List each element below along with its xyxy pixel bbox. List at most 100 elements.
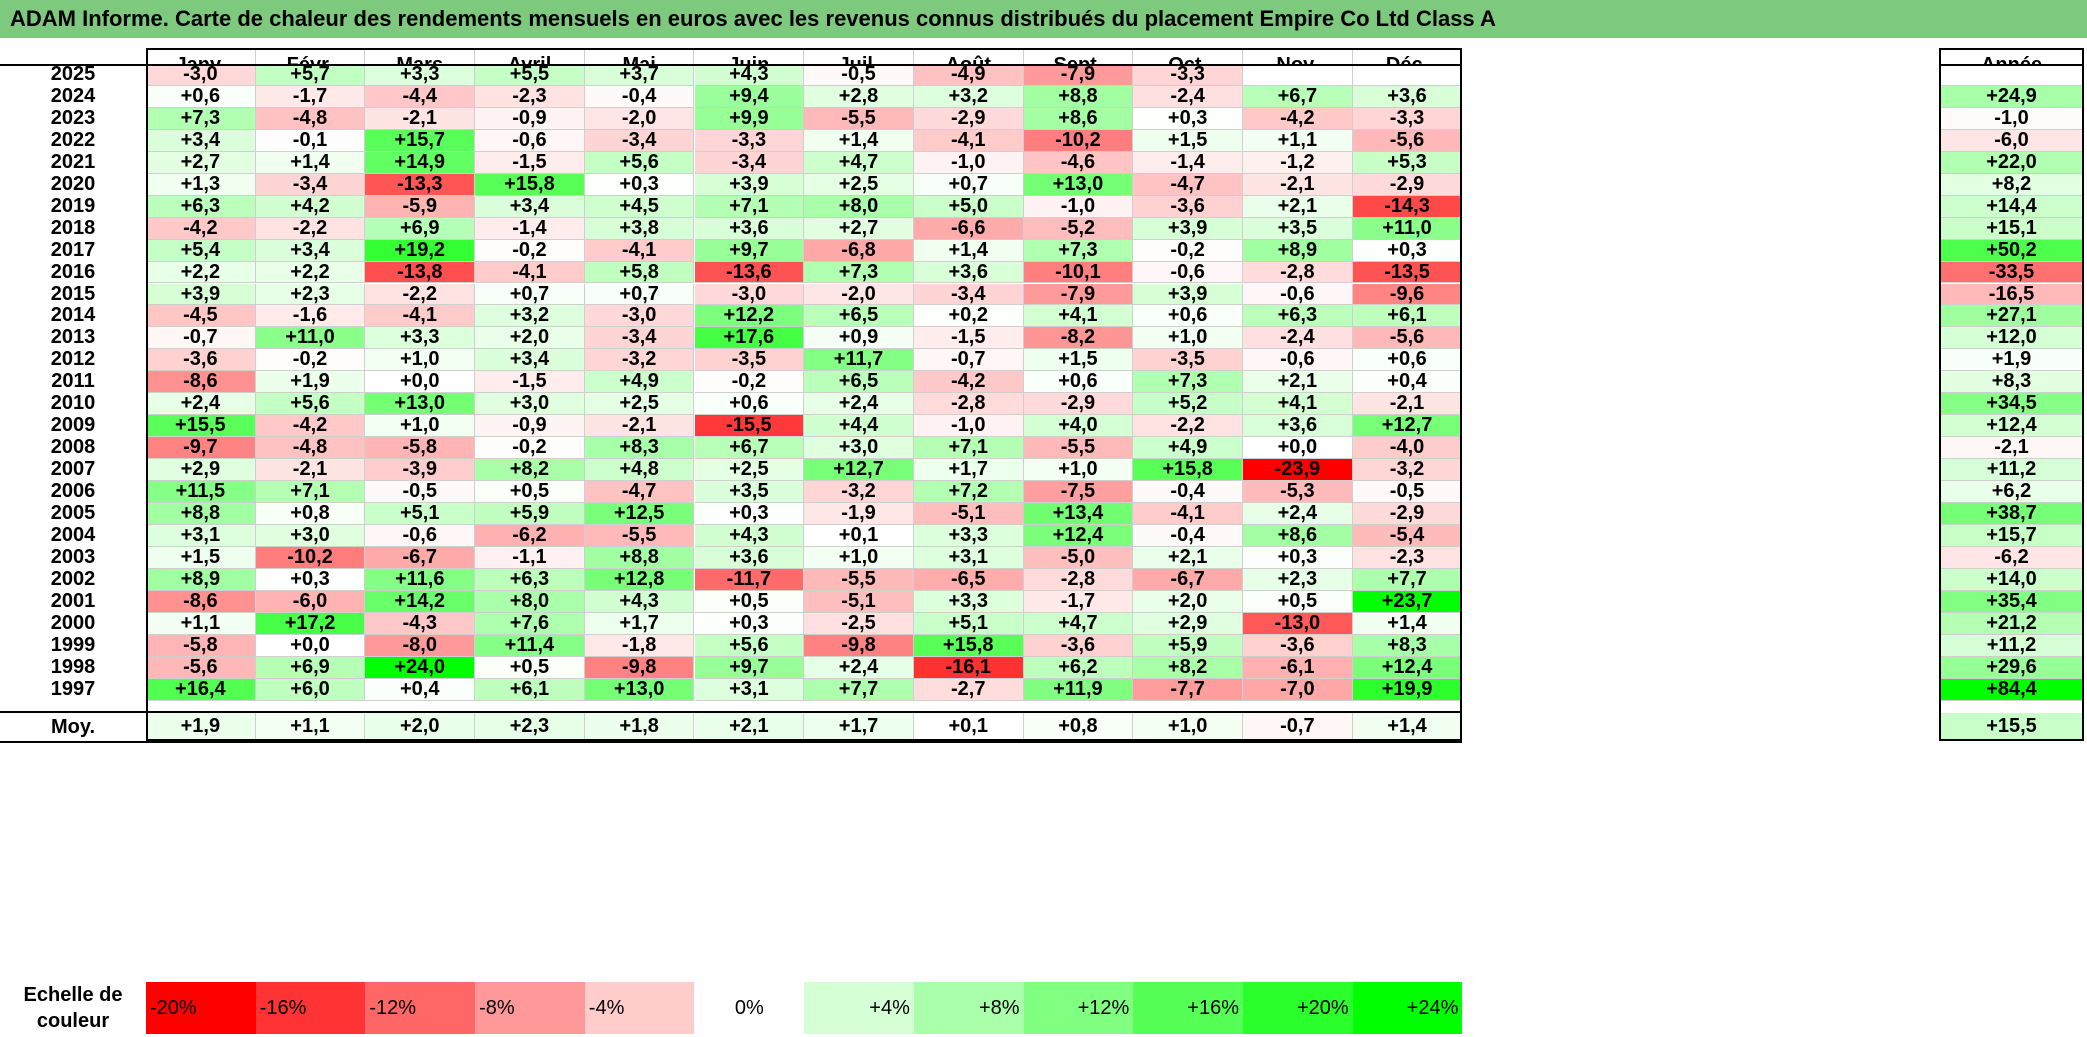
heatmap-cell: +8,8: [146, 503, 256, 525]
heatmap-cell: -2,4: [1243, 327, 1353, 350]
heatmap-cell: -9,7: [146, 437, 256, 460]
heatmap-cell: -2,8: [1023, 568, 1134, 591]
heatmap-cell: -6,6: [913, 217, 1024, 240]
heatmap-cell: +3,2: [475, 305, 585, 328]
heatmap-cell: +3,5: [694, 481, 805, 503]
heatmap-cell: +2,2: [255, 261, 366, 284]
heatmap-cell: +4,7: [804, 151, 914, 174]
heatmap-cell: +6,9: [365, 217, 476, 240]
heatmap-cell: -2,7: [913, 678, 1024, 701]
heatmap-cell: +4,7: [1023, 612, 1134, 635]
heatmap-cell: +0,3: [694, 612, 805, 635]
color-scale-swatch: +16%: [1133, 982, 1243, 1034]
heatmap-cell: +3,4: [255, 239, 366, 262]
heatmap-cell: +0,3: [1352, 239, 1463, 262]
average-cell: +1,7: [804, 712, 914, 741]
heatmap-cell: -1,7: [1023, 590, 1134, 613]
heatmap-cell: +11,7: [804, 349, 914, 372]
year-label: 2005: [50, 502, 96, 524]
heatmap-cell: -1,7: [255, 85, 366, 108]
average-separator-bottom: [0, 740, 1463, 743]
heatmap-cell: +1,1: [146, 612, 256, 635]
heatmap-cell: +5,8: [584, 261, 695, 284]
year-label: 2004: [50, 523, 96, 546]
heatmap-cell: -8,0: [365, 634, 476, 657]
color-scale-swatch: +12%: [1023, 982, 1134, 1034]
heatmap-cell: +3,1: [694, 678, 805, 701]
year-label: 2021: [50, 150, 96, 173]
heatmap-cell: -13,3: [365, 173, 476, 196]
heatmap-cell: -7,7: [1133, 678, 1243, 701]
heatmap-cell: +6,7: [1243, 85, 1353, 108]
heatmap-cell: +1,0: [365, 349, 476, 372]
annual-cell: -6,0: [1939, 129, 2084, 152]
heatmap-cell: -10,2: [255, 546, 366, 569]
heatmap-cell: +7,3: [146, 107, 256, 130]
heatmap-cell: -2,1: [255, 459, 366, 482]
heatmap-cell: -3,6: [1133, 195, 1243, 218]
heatmap-cell: +5,7: [255, 64, 366, 86]
heatmap-cell: -0,7: [913, 349, 1024, 372]
heatmap-cell: -2,2: [1133, 415, 1243, 438]
heatmap-cell: +7,7: [804, 678, 914, 701]
heatmap-cell: -3,0: [694, 283, 805, 306]
color-scale-swatch: 0%: [694, 982, 805, 1034]
year-label: 2018: [50, 216, 96, 239]
annual-cell: +35,4: [1939, 590, 2084, 613]
color-scale-swatch: +4%: [804, 982, 914, 1034]
color-scale-swatch: -12%: [365, 982, 476, 1034]
heatmap-cell: +3,0: [804, 437, 914, 460]
heatmap-cell: -9,8: [804, 634, 914, 657]
year-label: 2023: [50, 106, 96, 129]
heatmap-cell: -0,6: [1243, 283, 1353, 306]
heatmap-cell: +7,1: [694, 195, 805, 218]
heatmap-cell: -6,5: [913, 568, 1024, 591]
heatmap-cell: -0,2: [1133, 239, 1243, 262]
heatmap-cell: +1,5: [146, 546, 256, 569]
heatmap-cell: -5,5: [1023, 437, 1134, 460]
color-scale-swatch: +8%: [913, 982, 1024, 1034]
heatmap-cell: -5,8: [146, 634, 256, 657]
heatmap-cell: +15,5: [146, 415, 256, 438]
heatmap-cell: +0,4: [1352, 371, 1463, 394]
heatmap-cell: +3,6: [694, 217, 805, 240]
annual-cell: +34,5: [1939, 393, 2084, 416]
heatmap-cell: +0,8: [255, 503, 366, 525]
heatmap-cell: +0,6: [694, 393, 805, 416]
heatmap-cell: +11,0: [255, 327, 366, 350]
color-scale-label-line1: Echelle de: [23, 984, 123, 1006]
heatmap-cell: +8,9: [1243, 239, 1353, 262]
annual-cell: +8,2: [1939, 173, 2084, 196]
heatmap-cell: +3,5: [1243, 217, 1353, 240]
heatmap-cell: +1,7: [913, 459, 1024, 482]
heatmap-cell: +5,6: [694, 634, 805, 657]
heatmap-cell: +1,7: [584, 612, 695, 635]
heatmap-cell: +5,0: [913, 195, 1024, 218]
heatmap-cell: +13,0: [1023, 173, 1134, 196]
annual-cell: +11,2: [1939, 459, 2084, 482]
heatmap-cell: -3,6: [146, 349, 256, 372]
heatmap-cell: +15,8: [475, 173, 585, 196]
heatmap-cell: -4,2: [1243, 107, 1353, 130]
heatmap-cell: +0,0: [365, 371, 476, 394]
heatmap-cell: +4,5: [584, 195, 695, 218]
heatmap-cell: -8,6: [146, 371, 256, 394]
heatmap-cell: -2,3: [1352, 546, 1463, 569]
heatmap-cell: -4,1: [584, 239, 695, 262]
heatmap-cell: -2,2: [255, 217, 366, 240]
heatmap-cell: -3,4: [584, 327, 695, 350]
color-scale-swatch: -8%: [475, 982, 585, 1034]
heatmap-cell: +1,4: [804, 129, 914, 152]
heatmap-cell: +4,1: [1243, 393, 1353, 416]
annual-cell: +12,0: [1939, 327, 2084, 350]
heatmap-cell: -5,5: [584, 524, 695, 547]
annual-cell: +21,2: [1939, 612, 2084, 635]
heatmap-cell: -3,5: [694, 349, 805, 372]
heatmap-cell: -4,2: [913, 371, 1024, 394]
annual-cell: +38,7: [1939, 503, 2084, 525]
heatmap-cell: +12,7: [1352, 415, 1463, 438]
heatmap-cell: +1,4: [913, 239, 1024, 262]
heatmap-cell: -4,1: [913, 129, 1024, 152]
heatmap-cell: -3,6: [1243, 634, 1353, 657]
heatmap-cell: -4,8: [255, 437, 366, 460]
